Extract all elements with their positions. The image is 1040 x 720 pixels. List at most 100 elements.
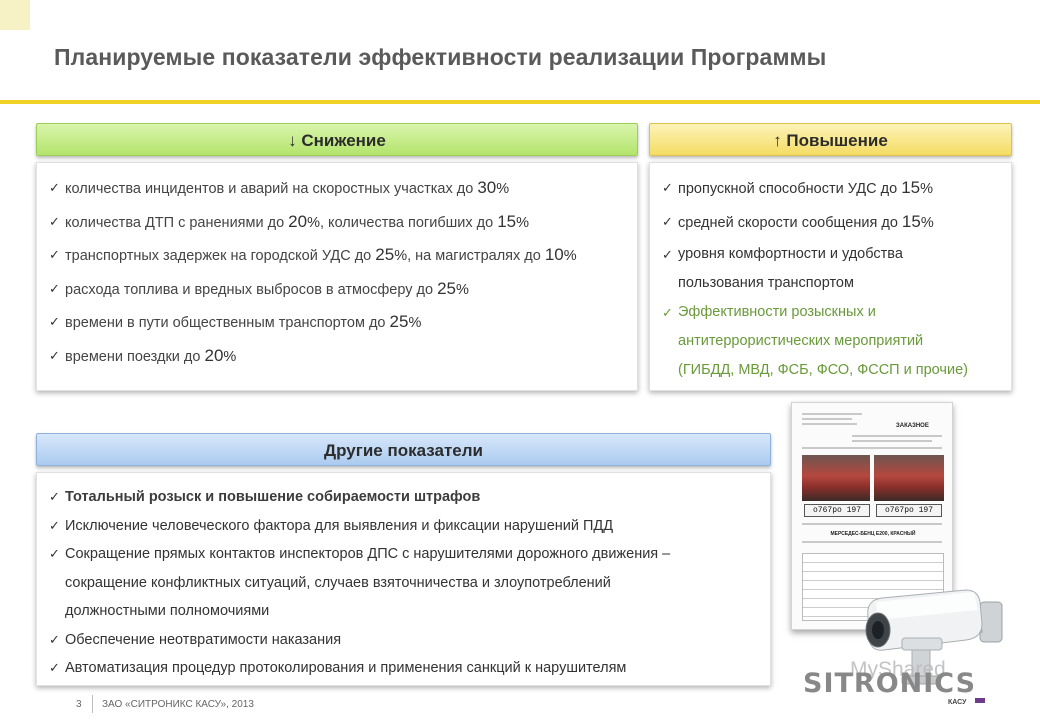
- item-unit: %: [920, 181, 934, 197]
- corner-decoration: [0, 0, 30, 30]
- item-text: времени поездки до: [65, 348, 205, 365]
- list-item: ✓ Эффективности розыскных и антитеррорис…: [662, 298, 1011, 385]
- item-value: 15: [497, 211, 517, 231]
- item-unit: %: [563, 248, 577, 264]
- item-text: пропускной способности УДС до: [678, 181, 902, 197]
- reduce-list: ✓ количества инцидентов и аварий на скор…: [49, 177, 637, 378]
- check-icon: ✓: [49, 517, 60, 533]
- surveillance-camera-icon: [865, 589, 1003, 685]
- list-item: ✓ количества инцидентов и аварий на скор…: [49, 177, 637, 211]
- doc-text-line: [802, 447, 942, 449]
- list-item: ✓ расхода топлива и вредных выбросов в а…: [49, 278, 637, 312]
- check-icon: ✓: [49, 180, 60, 195]
- check-icon: ✓: [662, 180, 673, 195]
- item-text: пользования транспортом: [678, 275, 854, 291]
- list-item: ✓ количества ДТП с ранениями до 20%, кол…: [49, 211, 637, 245]
- list-item: ✓ Сокращение прямых контактов инспекторо…: [49, 540, 770, 626]
- list-item: ✓ уровня комфортности и удобства пользов…: [662, 240, 1011, 298]
- check-icon: ✓: [49, 660, 60, 675]
- item-text: , количества погибших до: [320, 214, 498, 231]
- list-item: ✓ времени поездки до 20%: [49, 345, 637, 379]
- item-value: 10: [544, 245, 564, 264]
- page-number: 3: [76, 699, 82, 710]
- title-underline: [0, 100, 1040, 104]
- increase-panel: ✓ пропускной способности УДС до 15% ✓ ср…: [649, 162, 1012, 391]
- item-value: 20: [288, 211, 308, 231]
- item-value: 15: [901, 178, 921, 197]
- sitronics-logo: SITRONICS: [803, 668, 977, 699]
- other-list: ✓ Тотальный розыск и повышение собираемо…: [49, 483, 770, 683]
- item-unit: %: [516, 214, 530, 231]
- brand-subtitle: КАСУ: [948, 699, 967, 706]
- car-photo-left: [802, 455, 870, 501]
- footer-copyright: ЗАО «СИТРОНИКС КАСУ», 2013: [102, 699, 254, 710]
- item-text: Эффективности розыскных и: [678, 304, 876, 320]
- footer-divider: [92, 695, 93, 713]
- item-text: Автоматизация процедур протоколирования …: [65, 660, 627, 676]
- check-icon: ✓: [49, 314, 60, 329]
- doc-text-line: [802, 541, 942, 543]
- other-panel: ✓ Тотальный розыск и повышение собираемо…: [36, 472, 771, 686]
- item-unit: %: [920, 215, 934, 231]
- item-unit: %: [455, 281, 469, 298]
- item-text: Сокращение прямых контактов инспекторов …: [65, 546, 671, 562]
- item-text: средней скорости сообщения до: [678, 215, 902, 231]
- list-item: ✓ Автоматизация процедур протоколировани…: [49, 654, 770, 683]
- doc-caption: МЕРСЕДЕС-БЕНЦ E200, КРАСНЫЙ: [830, 531, 916, 537]
- item-value: 15: [901, 212, 921, 231]
- check-icon: ✓: [49, 546, 60, 561]
- check-icon: ✓: [49, 213, 60, 229]
- list-item: ✓ пропускной способности УДС до 15%: [662, 177, 1011, 211]
- increase-list: ✓ пропускной способности УДС до 15% ✓ ср…: [662, 177, 1011, 385]
- list-item: ✓ Обеспечение неотвратимости наказания: [49, 626, 770, 655]
- item-text: сокращение конфликтных ситуаций, случаев…: [65, 574, 611, 591]
- item-value: 30: [477, 178, 497, 197]
- list-item: ✓ транспортных задержек на городской УДС…: [49, 244, 637, 278]
- doc-text-line: [802, 413, 862, 415]
- item-text: времени в пути общественным транспортом …: [65, 315, 390, 331]
- check-icon: ✓: [662, 214, 673, 229]
- doc-text-line: [802, 418, 852, 420]
- item-unit: %: [223, 348, 237, 365]
- item-text: Тотальный розыск и повышение собираемост…: [65, 489, 481, 505]
- doc-heading: ЗАКАЗНОЕ: [896, 423, 929, 429]
- doc-text-line: [802, 423, 857, 425]
- item-text: , на магистралях до: [407, 248, 545, 264]
- check-icon: ✓: [49, 280, 60, 296]
- reduce-header: ↓ Снижение: [36, 123, 638, 156]
- reduce-panel: ✓ количества инцидентов и аварий на скор…: [36, 162, 638, 391]
- page-title: Планируемые показатели эффективности реа…: [54, 44, 827, 70]
- check-icon: ✓: [662, 247, 673, 262]
- check-icon: ✓: [49, 247, 60, 262]
- check-icon: ✓: [49, 347, 60, 363]
- item-unit: %: [394, 248, 408, 264]
- item-value: 20: [204, 345, 224, 365]
- check-icon: ✓: [49, 631, 60, 647]
- brand-accent-square: [975, 698, 985, 703]
- list-item: ✓ средней скорости сообщения до 15%: [662, 211, 1011, 245]
- increase-header: ↑ Повышение: [649, 123, 1012, 156]
- item-text: Обеспечение неотвратимости наказания: [65, 631, 342, 648]
- item-text: количества ДТП с ранениями до: [65, 214, 289, 231]
- item-text: (ГИБДД, МВД, ФСБ, ФСО, ФССП и прочие): [678, 362, 968, 378]
- list-item: ✓ Тотальный розыск и повышение собираемо…: [49, 483, 770, 512]
- doc-text-line: [852, 435, 942, 437]
- item-value: 25: [375, 245, 395, 264]
- violation-notice-image: ЗАКАЗНОЕ о767ро 197 о767ро 197 МЕРСЕДЕС-…: [791, 402, 953, 630]
- item-unit: %: [408, 315, 422, 331]
- list-item: ✓ Исключение человеческого фактора для в…: [49, 512, 770, 541]
- item-text: количества инцидентов и аварий на скорос…: [65, 181, 478, 197]
- item-value: 25: [437, 278, 456, 298]
- check-icon: ✓: [662, 305, 673, 320]
- item-unit: %: [307, 214, 320, 231]
- item-text: Исключение человеческого фактора для выя…: [65, 517, 614, 534]
- item-value: 25: [389, 312, 409, 331]
- check-icon: ✓: [49, 489, 60, 504]
- item-text: уровня комфортности и удобства: [678, 246, 903, 262]
- doc-text-line: [852, 440, 932, 442]
- watermark-text: MyShared: [850, 658, 946, 681]
- plate-left: о767ро 197: [804, 504, 870, 517]
- plate-right: о767ро 197: [876, 504, 942, 517]
- item-text: должностными полномочиями: [65, 603, 270, 619]
- item-unit: %: [496, 181, 510, 197]
